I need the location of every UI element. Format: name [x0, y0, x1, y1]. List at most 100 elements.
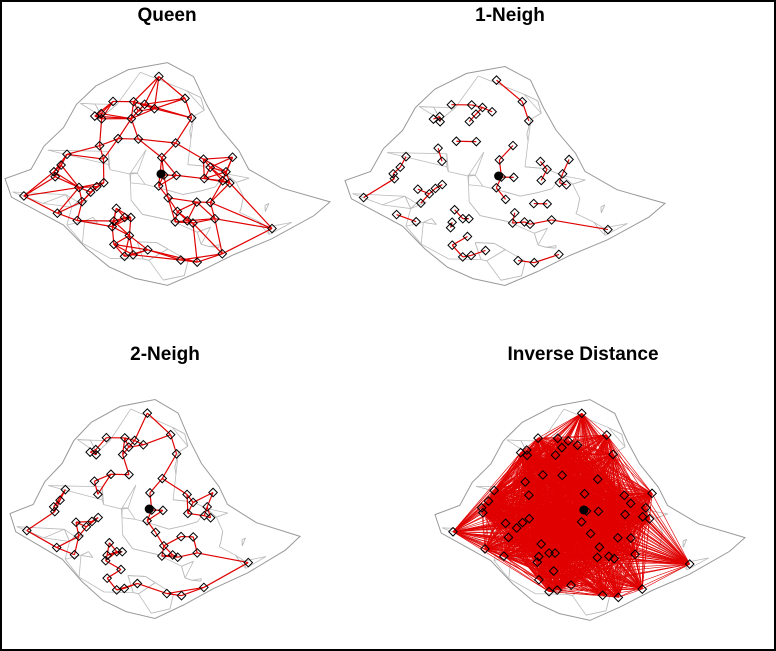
- region-border: [181, 566, 186, 579]
- node: [198, 154, 209, 165]
- node: [489, 485, 500, 496]
- node: [533, 433, 543, 444]
- region-border: [101, 499, 105, 505]
- region-border: [121, 507, 129, 510]
- link: [571, 563, 690, 586]
- node: [182, 508, 193, 519]
- node: [435, 116, 446, 127]
- link: [186, 494, 189, 514]
- link: [174, 211, 178, 222]
- node: [542, 198, 553, 209]
- region-border: [520, 192, 538, 197]
- link: [561, 447, 582, 522]
- link: [597, 434, 608, 480]
- link: [75, 521, 87, 528]
- region-border: [183, 260, 189, 276]
- region-border: [130, 182, 146, 185]
- node: [52, 208, 63, 219]
- node: [156, 152, 167, 163]
- region-border: [206, 508, 228, 514]
- link: [449, 222, 453, 228]
- link: [158, 75, 186, 99]
- link: [556, 514, 626, 591]
- node: [217, 175, 228, 186]
- node: [157, 505, 168, 516]
- region-border: [200, 226, 212, 245]
- node: [119, 212, 130, 223]
- link: [608, 495, 625, 557]
- link: [60, 164, 80, 188]
- link: [122, 437, 126, 455]
- region-border: [192, 578, 202, 581]
- link: [635, 554, 690, 565]
- node: [647, 488, 657, 499]
- link: [606, 434, 653, 494]
- node: [119, 251, 130, 262]
- node: [602, 224, 613, 235]
- link: [529, 478, 598, 519]
- link: [505, 523, 609, 557]
- node: [125, 212, 136, 223]
- link: [57, 201, 83, 214]
- region-border: [130, 200, 143, 215]
- node: [533, 551, 544, 562]
- region-border: [404, 195, 417, 204]
- link: [56, 535, 80, 549]
- node: [117, 546, 128, 557]
- region-border: [136, 149, 147, 174]
- link: [161, 478, 188, 495]
- region-border: [78, 576, 105, 593]
- region-border: [219, 546, 236, 556]
- node: [224, 177, 235, 188]
- region-border: [42, 202, 72, 208]
- link: [187, 512, 205, 517]
- node: [585, 528, 596, 539]
- link: [567, 440, 626, 515]
- node: [625, 498, 636, 509]
- region-border: [593, 221, 599, 229]
- node: [457, 251, 468, 262]
- region-border: [239, 207, 242, 213]
- link: [484, 413, 583, 550]
- link: [146, 412, 172, 436]
- node: [449, 204, 460, 215]
- node: [243, 557, 254, 568]
- node: [188, 531, 199, 542]
- region-border: [494, 243, 506, 250]
- link: [75, 520, 92, 523]
- link: [553, 479, 599, 572]
- region-border: [240, 196, 244, 209]
- region-border: [421, 243, 449, 260]
- node: [463, 213, 474, 224]
- region-border: [352, 193, 406, 197]
- link: [23, 195, 58, 214]
- region-border: [261, 226, 270, 235]
- region-border: [387, 152, 447, 168]
- node: [91, 181, 102, 192]
- link: [75, 522, 80, 537]
- node: [167, 550, 178, 560]
- link: [618, 554, 636, 598]
- region-border: [197, 226, 211, 233]
- link: [556, 495, 625, 591]
- link: [495, 187, 507, 200]
- link: [503, 495, 625, 557]
- node: [477, 102, 488, 113]
- link: [526, 455, 530, 519]
- link: [538, 447, 563, 557]
- link: [137, 108, 155, 112]
- link: [452, 521, 582, 533]
- link: [26, 530, 58, 549]
- node: [533, 574, 544, 585]
- link: [645, 507, 650, 519]
- link: [624, 514, 690, 565]
- node: [85, 187, 96, 198]
- node: [170, 216, 181, 227]
- link: [503, 555, 550, 592]
- link: [618, 563, 690, 598]
- link: [131, 108, 155, 120]
- node: [89, 476, 100, 487]
- region-border: [184, 433, 189, 447]
- node: [180, 93, 190, 104]
- node: [142, 515, 153, 526]
